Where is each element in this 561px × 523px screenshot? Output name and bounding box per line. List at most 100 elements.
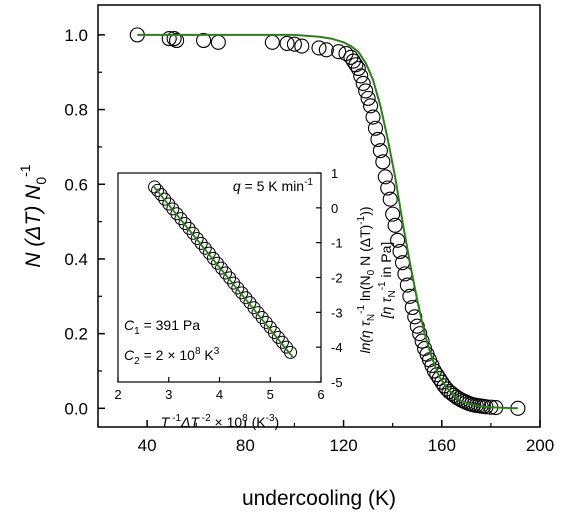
main-data-point <box>279 35 295 52</box>
inset-y-tick-label: -1 <box>331 236 343 251</box>
inset-fit-line <box>152 185 294 359</box>
main-plot-frame <box>97 4 541 428</box>
inset-rate-annotation: q = 5 K min-1 <box>233 177 314 194</box>
inset-data-point <box>215 261 229 275</box>
inset-y-tick-label: -2 <box>331 271 343 286</box>
main-x-axis-label: undercooling (K) <box>242 487 396 510</box>
main-data-point <box>286 36 302 52</box>
inset-data-point <box>166 202 180 216</box>
inset-data-point <box>247 301 261 315</box>
inset-data-point <box>271 330 285 344</box>
inset-data-point <box>231 281 245 295</box>
main-data-point <box>196 32 212 49</box>
main-data-point <box>372 143 388 159</box>
main-x-tick-label: 80 <box>236 436 255 455</box>
main-data-point <box>318 42 334 58</box>
inset-y-tick-label: -3 <box>331 305 343 320</box>
inset-data-point <box>151 183 165 197</box>
main-data-point <box>370 131 386 147</box>
inset-x-axis-label: T -1ΔT -2 × 108 (K-3) <box>161 413 279 430</box>
inset-data-point <box>194 236 208 250</box>
inset-data-point <box>206 251 220 265</box>
inset-y-tick-label: -5 <box>331 375 343 390</box>
main-data-point <box>331 44 347 60</box>
main-y-tick-label: 0.8 <box>64 101 88 120</box>
main-data-point <box>343 49 359 65</box>
inset-x-tick-label: 2 <box>114 387 121 402</box>
main-x-tick-label: 200 <box>526 436 554 455</box>
main-data-point <box>387 217 403 233</box>
main-data-point <box>380 180 396 196</box>
inset-tick-labels: 2 3 4 5 6 1 0 -1 -2 -3 -4 -5 <box>114 166 342 402</box>
main-data-point <box>264 34 280 50</box>
main-data-point <box>210 34 226 50</box>
inset-data-point <box>170 207 184 221</box>
main-data-point <box>409 318 425 334</box>
main-data-point <box>338 45 354 62</box>
inset-data-point <box>198 241 212 255</box>
main-data-point <box>448 389 465 405</box>
inset-data-point <box>235 286 249 300</box>
main-x-tick-label: 160 <box>428 436 456 455</box>
main-x-tick-label: 40 <box>138 436 157 455</box>
inset-data-point <box>227 276 241 290</box>
main-data-point <box>431 370 447 387</box>
inset-data-point <box>219 266 233 280</box>
inset-data-point <box>239 291 253 305</box>
main-data-point <box>363 98 379 114</box>
main-ticks <box>97 34 541 427</box>
inset-data-point <box>284 345 298 359</box>
inset-data-point <box>182 221 196 235</box>
inset-x-tick-label: 3 <box>165 387 172 402</box>
main-fit-line <box>137 33 518 410</box>
main-data-point <box>375 154 391 170</box>
inset-c2-annotation: C2 = 2 × 108 K3 <box>124 346 220 367</box>
main-y-axis-label: N (ΔT) N0-1 <box>17 164 49 267</box>
inset-data-point <box>158 192 172 206</box>
inset-data-point <box>174 212 188 226</box>
inset-data-point <box>259 315 273 329</box>
main-data-point <box>166 31 182 47</box>
main-data-point <box>365 109 381 125</box>
inset-data-point <box>210 256 224 270</box>
main-x-tick-label: 120 <box>329 436 357 455</box>
inset-x-tick-label: 5 <box>267 387 274 402</box>
main-data-point <box>390 232 406 248</box>
main-data-point <box>169 32 185 49</box>
inset-y-axis-label-line1: ln(η τN-1 ln(N0 N (ΔT)-1)) <box>356 206 377 353</box>
inset-data-point <box>162 197 176 211</box>
main-data-point <box>382 191 398 207</box>
main-data-point <box>360 90 376 106</box>
main-data-point <box>161 31 177 47</box>
inset-data-point <box>275 335 289 349</box>
main-data-point <box>412 326 428 342</box>
main-y-tick-label: 0.2 <box>64 325 88 344</box>
inset-data-point <box>178 217 192 231</box>
main-data-point <box>367 120 384 136</box>
main-y-tick-label: 0.0 <box>64 399 88 418</box>
main-data-point <box>311 40 327 56</box>
main-data-point <box>385 206 401 222</box>
main-data <box>129 27 526 416</box>
main-data-point <box>377 169 393 185</box>
inset-y-tick-label: -4 <box>331 340 343 355</box>
inset-x-tick-label: 6 <box>317 387 324 402</box>
inset-data-point <box>255 311 269 325</box>
inset-y-tick-label: 1 <box>331 166 338 181</box>
main-y-tick-label: 1.0 <box>64 26 88 45</box>
inset-c1-annotation: C1 = 391 Pa <box>124 317 200 337</box>
inset-y-axis-label-line2: [η τN-1 in Pa] <box>377 242 398 320</box>
inset-data-point <box>251 306 265 320</box>
main-data-point <box>294 38 310 54</box>
main-data-point <box>414 333 430 349</box>
main-y-tick-label: 0.4 <box>64 250 88 269</box>
inset-data <box>148 180 298 359</box>
inset-data-point <box>267 326 281 340</box>
inset-y-tick-label: 0 <box>331 201 338 216</box>
main-y-tick-label: 0.6 <box>64 175 88 194</box>
inset-data-point <box>190 231 204 245</box>
inset-ticks <box>117 172 322 383</box>
